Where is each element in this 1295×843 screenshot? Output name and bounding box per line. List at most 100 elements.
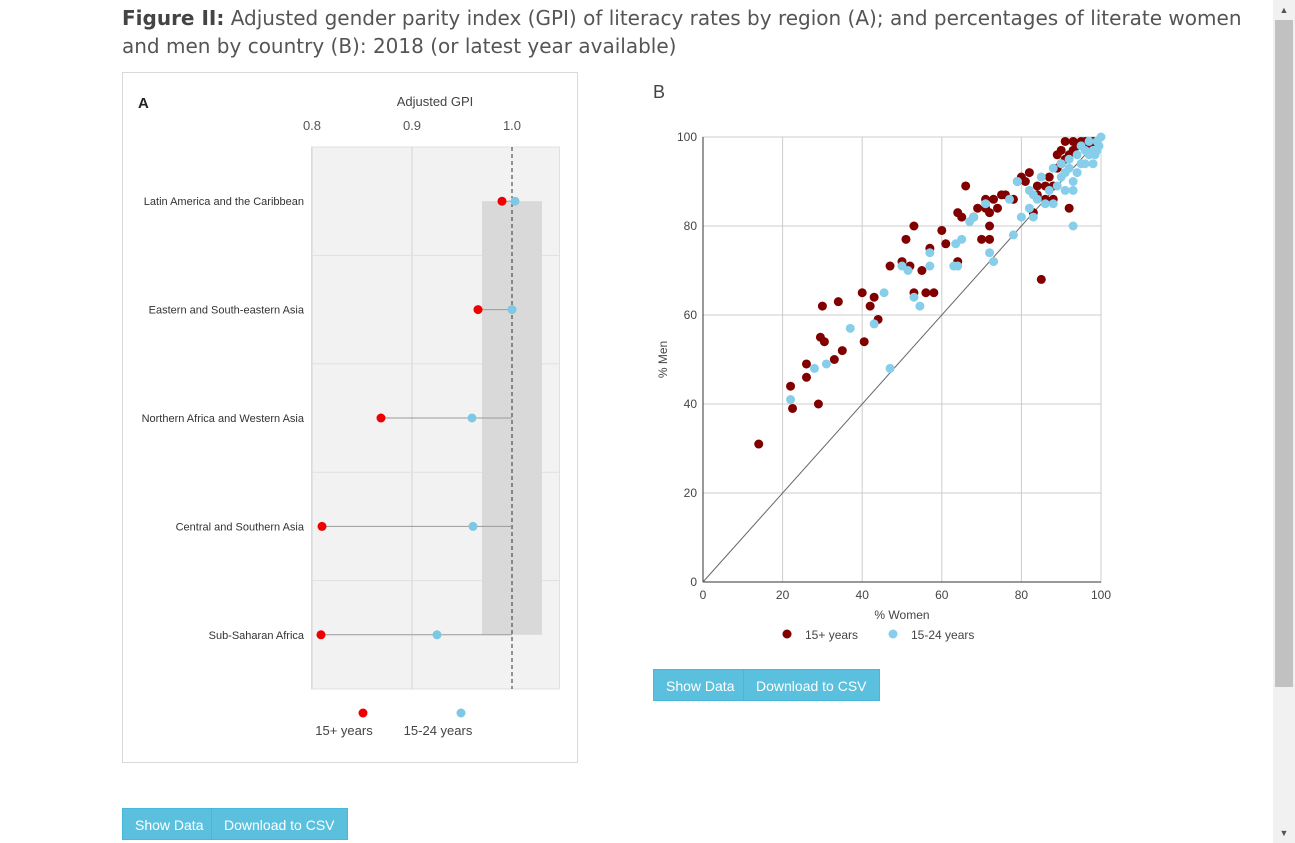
chart-a-point-15plus <box>317 521 327 531</box>
chart-b-point-15-24 <box>1028 212 1038 222</box>
scroll-down-arrow-icon[interactable]: ▼ <box>1279 828 1289 838</box>
chart-b-point-15-24 <box>1056 159 1066 169</box>
chart-b-point-15plus <box>973 203 983 213</box>
chart-b-point-15-24 <box>985 248 995 258</box>
chart-b-point-15plus <box>829 355 839 364</box>
chart-a-point-15plus <box>376 413 386 423</box>
chart-b-point-15plus <box>993 203 1003 213</box>
chart-b-legend-label: 15-24 years <box>911 628 974 642</box>
chart-b-point-15plus <box>917 266 927 275</box>
chart-b-point-15plus <box>869 292 879 302</box>
chart-b-point-15-24 <box>1044 185 1054 195</box>
chart-a-x-tick-label: 0.8 <box>303 118 321 133</box>
chart-b-y-tick-label: 40 <box>684 397 698 411</box>
chart-b-point-15-24 <box>1084 136 1094 146</box>
chart-b-point-15plus <box>1036 274 1046 284</box>
chart-b-legend-marker <box>782 629 792 639</box>
scroll-up-arrow-icon[interactable]: ▲ <box>1279 5 1289 15</box>
figure-title-text: Adjusted gender parity index (GPI) of li… <box>122 6 1242 58</box>
chart-b-point-15-24 <box>1072 150 1082 160</box>
chart-b-point-15-24 <box>1072 168 1082 178</box>
chart-b-point-15plus <box>817 301 827 311</box>
chart-b-point-15plus <box>801 372 811 382</box>
chart-b-point-15-24 <box>1016 212 1026 222</box>
chart-b-point-15-24 <box>1064 163 1074 173</box>
chart-b-y-axis-title: % Men <box>656 341 670 378</box>
chart-b-show-data-button[interactable]: Show Data <box>653 669 748 701</box>
chart-b-point-15plus <box>885 261 895 271</box>
chart-b-point-15-24 <box>969 212 979 222</box>
chart-a-point-15-24 <box>510 196 520 206</box>
chart-b-point-15-24 <box>845 323 855 333</box>
chart-b-point-15-24 <box>1068 185 1078 195</box>
chart-b-point-15plus <box>937 225 947 235</box>
chart-b-point-15-24 <box>1036 172 1046 182</box>
chart-b-y-tick-label: 80 <box>684 219 698 233</box>
chart-b-point-15plus <box>909 221 919 231</box>
chart-b-point-15-24 <box>925 261 935 271</box>
chart-a-x-tick-label: 0.9 <box>403 118 421 133</box>
chart-b-x-axis-title: % Women <box>874 608 929 622</box>
chart-b: B 0 20 40 60 80 100 0 20 40 60 80 100 % Women % Men… <box>653 82 1111 642</box>
chart-a-category-label: Eastern and South-eastern Asia <box>149 305 305 317</box>
chart-b-point-15plus <box>865 301 875 311</box>
chart-b-point-15-24 <box>1024 203 1034 213</box>
chart-b-point-15-24 <box>1040 199 1050 209</box>
chart-b-point-15-24 <box>1088 159 1098 169</box>
chart-a-x-tick-label: 1.0 <box>503 118 521 133</box>
chart-a-show-data-button[interactable]: Show Data <box>122 808 217 840</box>
chart-b-point-15plus <box>941 239 951 249</box>
chart-b-point-15plus <box>857 288 867 298</box>
chart-b-x-tick-label: 40 <box>856 588 870 602</box>
chart-b-point-15-24 <box>1048 163 1058 173</box>
chart-b-y-tick-label: 100 <box>677 130 697 144</box>
chart-b-point-15-24 <box>1032 194 1042 204</box>
chart-b-point-15plus <box>1020 177 1030 186</box>
chart-b-point-15-24 <box>809 363 819 373</box>
chart-b-point-15plus <box>985 208 995 218</box>
chart-b-point-15-24 <box>1048 199 1058 209</box>
chart-b-point-15-24 <box>1052 181 1062 191</box>
chart-b-point-15plus <box>961 181 971 191</box>
chart-a-download-csv-button[interactable]: Download to CSV <box>211 808 348 840</box>
chart-b-point-15-24 <box>915 301 925 311</box>
chart-b-point-15plus <box>985 221 995 231</box>
chart-a-legend-marker <box>358 708 368 718</box>
figure-title-bold: Figure II: <box>122 6 225 30</box>
chart-b-point-15plus <box>1024 168 1034 178</box>
chart-a-point-15-24 <box>432 630 442 640</box>
chart-b-point-15plus <box>1032 181 1042 191</box>
chart-a-category-label: Northern Africa and Western Asia <box>142 413 305 425</box>
chart-b-point-15-24 <box>957 234 967 244</box>
chart-b-x-tick-label: 100 <box>1091 588 1111 602</box>
chart-b-point-15plus <box>1060 136 1070 146</box>
chart-b-legend-label: 15+ years <box>805 628 858 642</box>
chart-b-x-tick-label: 80 <box>1015 588 1029 602</box>
chart-b-point-15plus <box>859 337 869 347</box>
chart-a-legend-label: 15+ years <box>315 723 373 738</box>
chart-b-point-15-24 <box>1060 185 1070 195</box>
chart-a-category-label: Sub-Saharan Africa <box>209 630 305 642</box>
chart-b-point-15-24 <box>879 288 889 298</box>
chart-a-point-15-24 <box>507 305 517 315</box>
chart-b-point-15-24 <box>989 257 999 267</box>
scrollbar-thumb[interactable] <box>1275 20 1293 687</box>
chart-b-legend-marker <box>888 629 898 639</box>
chart-a-panel-label: A <box>138 95 149 112</box>
chart-a-point-15plus <box>497 196 507 206</box>
chart-b-point-15-24 <box>981 199 991 209</box>
chart-b-point-15-24 <box>1008 230 1018 240</box>
chart-b-point-15-24 <box>1064 154 1074 164</box>
chart-b-y-tick-label: 20 <box>684 486 698 500</box>
chart-b-point-15-24 <box>821 359 831 369</box>
chart-a-point-15plus <box>473 305 483 315</box>
chart-b-download-csv-button[interactable]: Download to CSV <box>743 669 880 701</box>
page-scrollbar[interactable]: ▲ ▼ <box>1273 0 1295 843</box>
chart-a-point-15plus <box>316 630 326 640</box>
chart-b-point-15-24 <box>1094 141 1104 151</box>
chart-b-point-15plus <box>788 403 798 413</box>
chart-b-point-15plus <box>1064 203 1074 213</box>
chart-b-point-15plus <box>901 234 911 244</box>
chart-a-axis-title: Adjusted GPI <box>397 94 474 109</box>
chart-b-point-15plus <box>1056 145 1066 155</box>
